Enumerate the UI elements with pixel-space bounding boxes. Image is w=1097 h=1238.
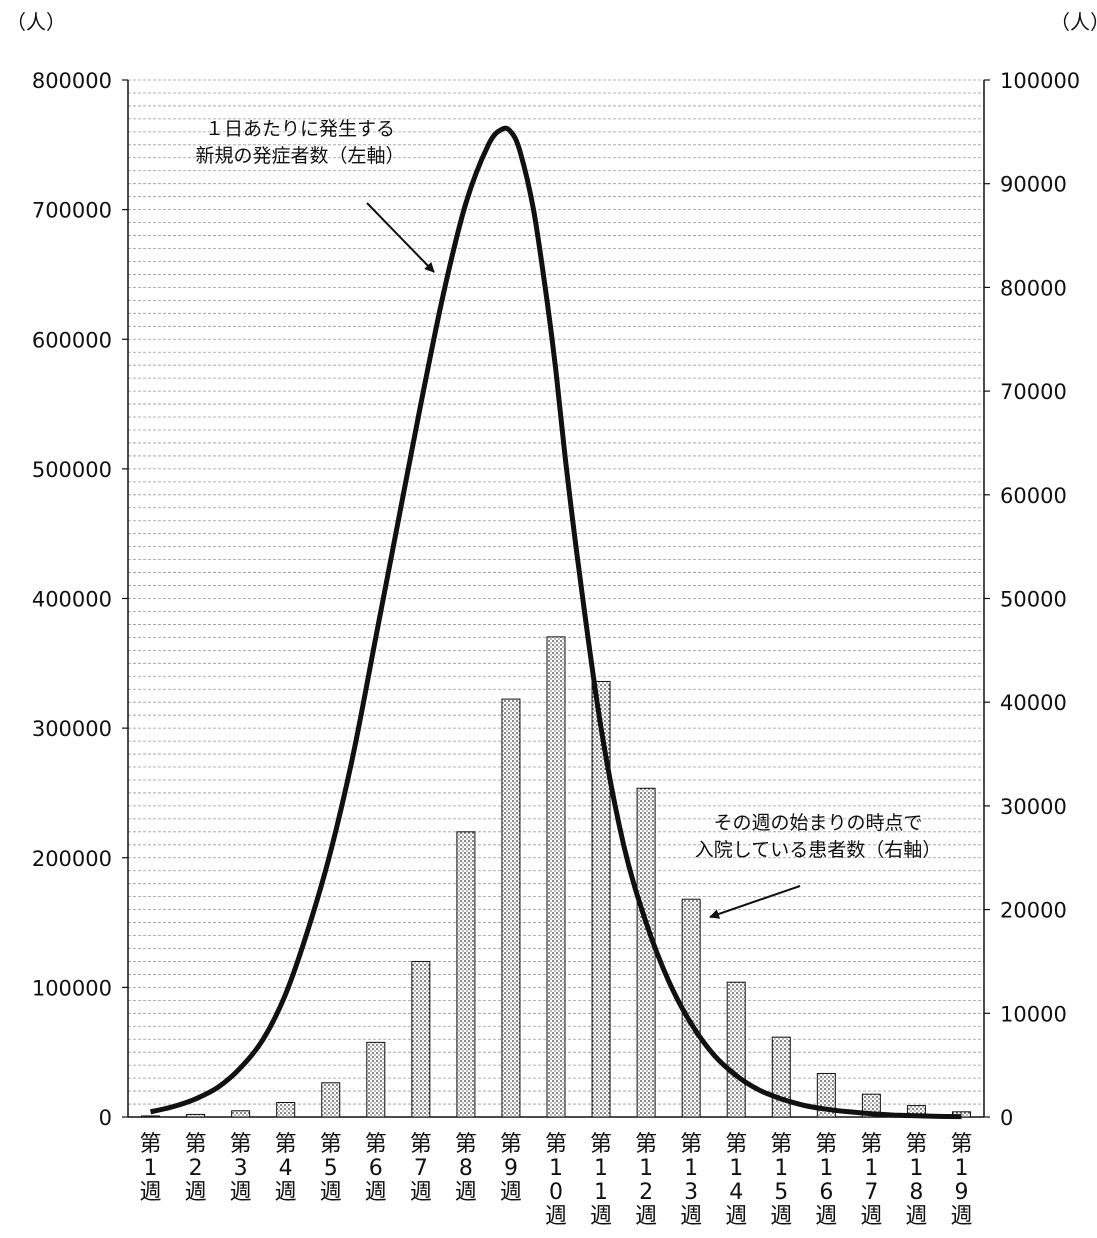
bar xyxy=(321,1082,341,1118)
left-tick-label: 0 xyxy=(99,1106,112,1130)
right-tick-label: 70000 xyxy=(1000,380,1067,404)
arrow-to-bars xyxy=(709,885,801,919)
left-tick-label: 300000 xyxy=(32,717,112,741)
bar xyxy=(231,1110,251,1118)
right-tick-label: 20000 xyxy=(1000,899,1067,923)
right-tick-label: 90000 xyxy=(1000,173,1067,197)
bar xyxy=(366,1041,386,1118)
bar xyxy=(411,960,431,1118)
bar xyxy=(501,698,521,1118)
bar xyxy=(726,981,746,1118)
bar xyxy=(771,1036,791,1118)
left-tick-label: 400000 xyxy=(32,588,112,612)
bar xyxy=(636,787,656,1118)
left-tick-label: 700000 xyxy=(32,199,112,223)
right-axis-unit: （人） xyxy=(1050,10,1097,34)
line-series xyxy=(149,125,962,1120)
bar xyxy=(591,680,611,1118)
right-axis-ticks: 0 10000 20000 30000 40000 50000 60000 70000 8000… xyxy=(984,69,1080,1130)
annotation-line: １日あたりに発生する xyxy=(204,118,395,140)
left-tick-label: 600000 xyxy=(32,328,112,352)
bar xyxy=(141,1115,161,1118)
right-tick-label: 80000 xyxy=(1000,276,1067,300)
annotation-line: 新規の発症者数（左軸） xyxy=(195,145,405,167)
annotation-hospitalized: その週の始まりの時点で 入院している患者数（右軸） xyxy=(668,810,968,864)
left-tick-label: 100000 xyxy=(32,976,112,1000)
right-tick-label: 30000 xyxy=(1000,795,1067,819)
annotation-new-cases: １日あたりに発生する 新規の発症者数（左軸） xyxy=(170,116,430,170)
arrow-to-line xyxy=(366,202,435,273)
left-axis-unit: （人） xyxy=(6,10,66,34)
right-tick-label: 10000 xyxy=(1000,1002,1067,1026)
right-tick-label: 60000 xyxy=(1000,484,1067,508)
left-tick-label: 500000 xyxy=(32,458,112,482)
left-tick-label: 200000 xyxy=(32,847,112,871)
right-tick-label: 0 xyxy=(1000,1106,1013,1130)
bar xyxy=(546,636,566,1118)
bar xyxy=(456,831,476,1118)
right-tick-label: 50000 xyxy=(1000,588,1067,612)
left-axis-ticks: 0 100000 200000 300000 400000 500000 600000 700… xyxy=(32,69,128,1130)
bar xyxy=(186,1113,206,1118)
bar-series xyxy=(141,636,971,1118)
annotation-arrows xyxy=(366,202,801,919)
right-tick-label: 40000 xyxy=(1000,691,1067,715)
right-tick-label: 100000 xyxy=(1000,69,1080,93)
annotation-line: その週の始まりの時点で xyxy=(713,812,923,834)
annotation-line: 入院している患者数（右軸） xyxy=(694,839,942,861)
bar xyxy=(276,1101,296,1118)
new-cases-line xyxy=(149,125,962,1120)
left-tick-label: 800000 xyxy=(32,69,112,93)
